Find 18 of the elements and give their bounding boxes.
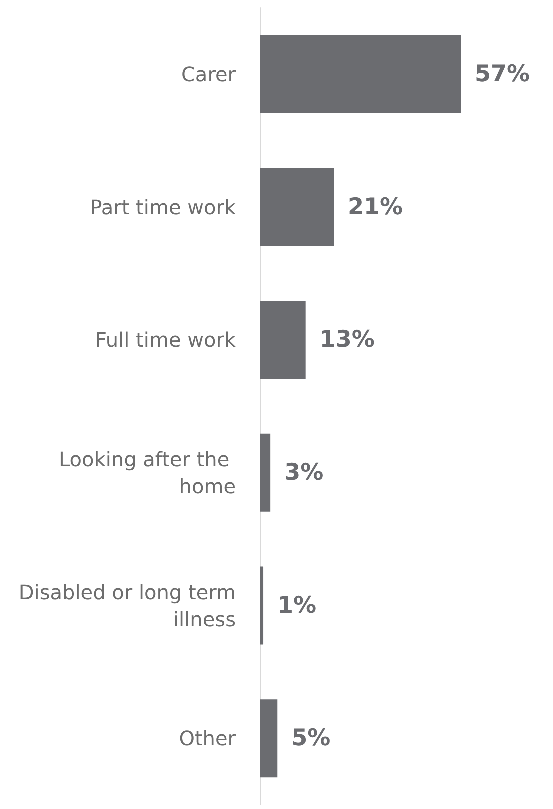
bar: [260, 168, 334, 246]
data-label: 13%: [320, 327, 375, 354]
y-tick-label: Carer: [181, 62, 237, 86]
bar: [260, 566, 264, 645]
data-label: 21%: [348, 194, 404, 220]
bar: [260, 35, 461, 114]
bar: [260, 434, 271, 512]
data-label: 1%: [278, 592, 317, 619]
data-label: 57%: [475, 61, 530, 88]
data-label: 5%: [292, 726, 331, 752]
bar: [260, 301, 306, 380]
y-tick-label: Disabled or long term illness: [18, 580, 236, 632]
data-label: 3%: [284, 460, 324, 486]
y-tick-label: Looking after the home: [59, 447, 236, 498]
y-tick-label: Full time work: [96, 328, 236, 352]
y-tick-label: Other: [179, 726, 237, 751]
bar: [260, 700, 278, 778]
y-tick-label: Part time work: [90, 195, 236, 220]
